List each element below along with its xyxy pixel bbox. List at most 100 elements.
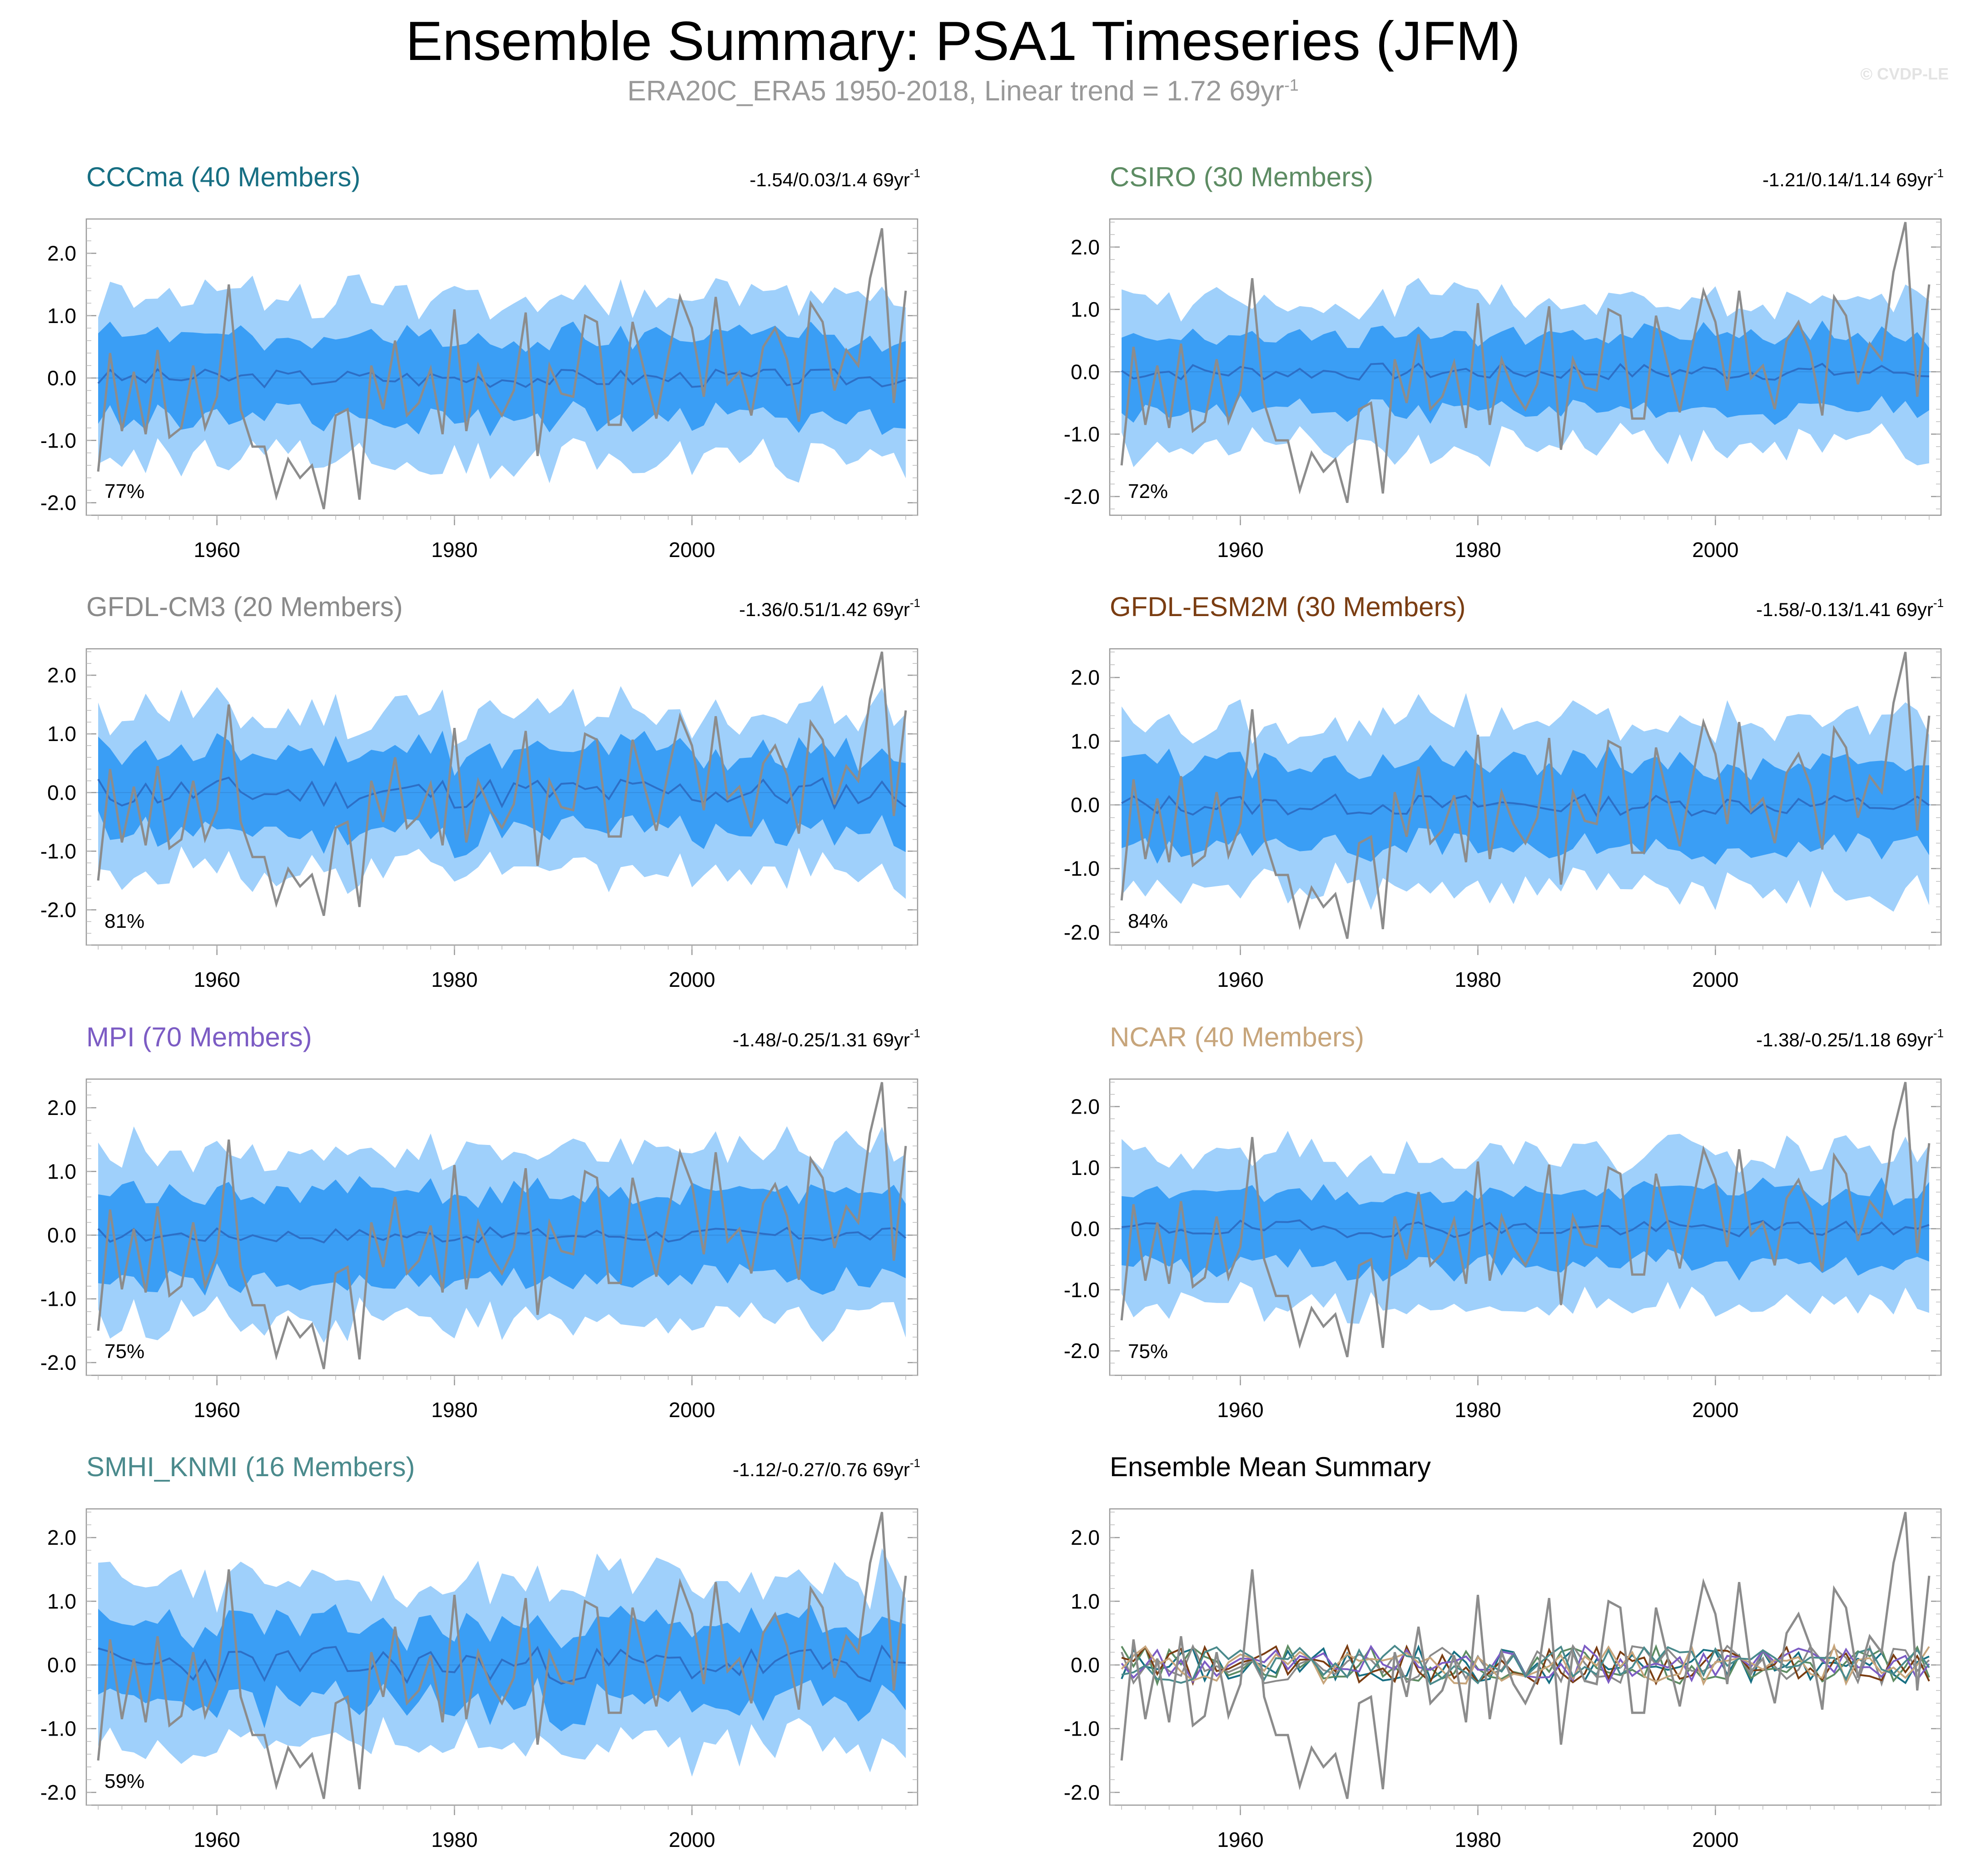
- panel-3: GFDL-CM3 (20 Members) -1.36/0.51/1.42 69y…: [40, 592, 920, 991]
- panel-percent-label: 84%: [1128, 910, 1168, 932]
- subtitle-text: ERA20C_ERA5 1950-2018, Linear trend = 1.…: [627, 75, 1284, 107]
- y-tick-label: -2.0: [40, 1781, 76, 1804]
- x-tick-label: 2000: [669, 1398, 715, 1422]
- y-tick-label: 0.0: [1071, 793, 1100, 817]
- observation-line: [97, 651, 907, 916]
- x-tick-label: 1980: [431, 1828, 477, 1851]
- y-tick-label: 2.0: [47, 663, 76, 687]
- y-tick-label: -1.0: [1064, 423, 1100, 446]
- x-tick-label: 2000: [1692, 1828, 1738, 1851]
- x-tick-label: 2000: [669, 968, 715, 991]
- y-tick-label: -2.0: [40, 898, 76, 922]
- panel-trend-label: -1.48/-0.25/1.31 69yr-1: [733, 1026, 920, 1050]
- plot-area: [86, 228, 918, 509]
- panel-7: SMHI_KNMI (16 Members) -1.12/-0.27/0.76 6…: [40, 1452, 920, 1851]
- figure-subtitle: ERA20C_ERA5 1950-2018, Linear trend = 1.…: [0, 75, 1926, 107]
- y-tick-label: -2.0: [1064, 921, 1100, 944]
- panel-4: GFDL-ESM2M (30 Members) -1.58/-0.13/1.41 …: [1064, 592, 1944, 991]
- panel-title: CCCma (40 Members): [86, 162, 360, 192]
- panel-title: MPI (70 Members): [86, 1022, 312, 1052]
- ensemble-mean-line: [97, 1226, 907, 1244]
- plot-area: [1120, 1512, 1931, 1799]
- ensemble-inner-spread: [1122, 320, 1929, 425]
- y-tick-label: 1.0: [1071, 729, 1100, 753]
- plot-area: [86, 1082, 918, 1369]
- y-tick-label: -1.0: [40, 839, 76, 863]
- y-tick-label: 0.0: [1071, 1653, 1100, 1677]
- observation-line: [97, 1512, 907, 1799]
- y-tick-label: -1.0: [1064, 857, 1100, 881]
- x-tick-label: 1960: [1217, 968, 1263, 991]
- x-tick-label: 1980: [1455, 1398, 1501, 1422]
- x-tick-label: 1980: [431, 1398, 477, 1422]
- panel-percent-label: 81%: [104, 910, 144, 932]
- y-tick-label: 0.0: [47, 366, 76, 390]
- panel-title: NCAR (40 Members): [1110, 1022, 1364, 1052]
- ensemble-mean-line: [97, 776, 907, 810]
- observation-line: [1120, 222, 1931, 503]
- y-tick-label: 1.0: [1071, 1156, 1100, 1179]
- y-tick-label: 1.0: [47, 722, 76, 746]
- y-tick-label: -1.0: [1064, 1717, 1100, 1741]
- x-tick-label: 1980: [1455, 1828, 1501, 1851]
- panel-title: GFDL-CM3 (20 Members): [86, 592, 403, 622]
- y-tick-label: -2.0: [1064, 1781, 1100, 1804]
- y-tick-label: -1.0: [40, 1287, 76, 1311]
- panel-5: MPI (70 Members) -1.48/-0.25/1.31 69yr-1 2…: [40, 1022, 920, 1422]
- figure-title: Ensemble Summary: PSA1 Timeseries (JFM): [405, 10, 1521, 72]
- y-tick-label: 0.0: [47, 1653, 76, 1677]
- panel-title: CSIRO (30 Members): [1110, 162, 1373, 192]
- y-tick-label: 0.0: [47, 781, 76, 804]
- panel-percent-label: 75%: [104, 1340, 144, 1363]
- x-tick-label: 1960: [194, 968, 240, 991]
- y-tick-label: 2.0: [1071, 1526, 1100, 1549]
- x-tick-label: 1960: [194, 538, 240, 562]
- panel-trend-label: -1.54/0.03/1.4 69yr-1: [750, 166, 920, 190]
- panel-trend-label: -1.58/-0.13/1.41 69yr-1: [1756, 596, 1944, 620]
- y-tick-label: 1.0: [47, 304, 76, 328]
- panel-2: CSIRO (30 Members) -1.21/0.14/1.14 69yr-1…: [1064, 162, 1944, 562]
- x-tick-label: 1980: [1455, 538, 1501, 562]
- y-tick-label: -2.0: [1064, 1339, 1100, 1363]
- y-tick-label: 2.0: [1071, 1095, 1100, 1118]
- x-tick-label: 2000: [669, 1828, 715, 1851]
- ensemble-inner-spread: [98, 321, 906, 437]
- x-tick-label: 1960: [1217, 1398, 1263, 1422]
- y-tick-label: 0.0: [47, 1224, 76, 1247]
- y-tick-label: -2.0: [40, 491, 76, 515]
- ensemble-inner-spread: [98, 1176, 906, 1296]
- x-tick-label: 1980: [431, 538, 477, 562]
- panel-6: NCAR (40 Members) -1.38/-0.25/1.18 69yr-1…: [1064, 1022, 1944, 1422]
- panel-percent-label: 72%: [1128, 480, 1168, 503]
- plot-area: [1110, 652, 1941, 939]
- x-tick-label: 1960: [194, 1828, 240, 1851]
- observation-line: [97, 1082, 907, 1369]
- y-tick-label: 1.0: [1071, 1589, 1100, 1613]
- panel-trend-label: -1.21/0.14/1.14 69yr-1: [1762, 166, 1944, 190]
- plot-area: [86, 1512, 918, 1799]
- x-tick-label: 1960: [1217, 538, 1263, 562]
- x-tick-label: 1980: [1455, 968, 1501, 991]
- y-tick-label: -1.0: [1064, 1278, 1100, 1302]
- y-tick-label: -2.0: [40, 1351, 76, 1374]
- ensemble-mean-line: [1121, 793, 1930, 817]
- plot-area: [1110, 1082, 1941, 1358]
- observation-line: [1120, 1082, 1931, 1358]
- ensemble-mean-line: [97, 368, 906, 389]
- panel-percent-label: 75%: [1128, 1340, 1168, 1363]
- observation-line: [97, 228, 907, 509]
- panel-8: Ensemble Mean Summary 2.0 1.0 0.0 -1.0 -2.0 19…: [1064, 1452, 1942, 1851]
- ensemble-mean-line: [1121, 362, 1929, 381]
- panel-1: CCCma (40 Members) -1.54/0.03/1.4 69yr-1 2…: [40, 162, 920, 562]
- y-tick-label: 2.0: [47, 241, 76, 265]
- panel-percent-label: 77%: [104, 480, 144, 503]
- y-tick-label: 0.0: [1071, 360, 1100, 383]
- x-tick-label: 1960: [1217, 1828, 1263, 1851]
- x-tick-label: 2000: [1692, 538, 1738, 562]
- y-tick-label: 2.0: [47, 1096, 76, 1120]
- panel-trend-label: -1.38/-0.25/1.18 69yr-1: [1756, 1026, 1944, 1050]
- x-tick-label: 2000: [669, 538, 715, 562]
- panel-title: GFDL-ESM2M (30 Members): [1110, 592, 1465, 622]
- ensemble-mean-line: [98, 1644, 906, 1686]
